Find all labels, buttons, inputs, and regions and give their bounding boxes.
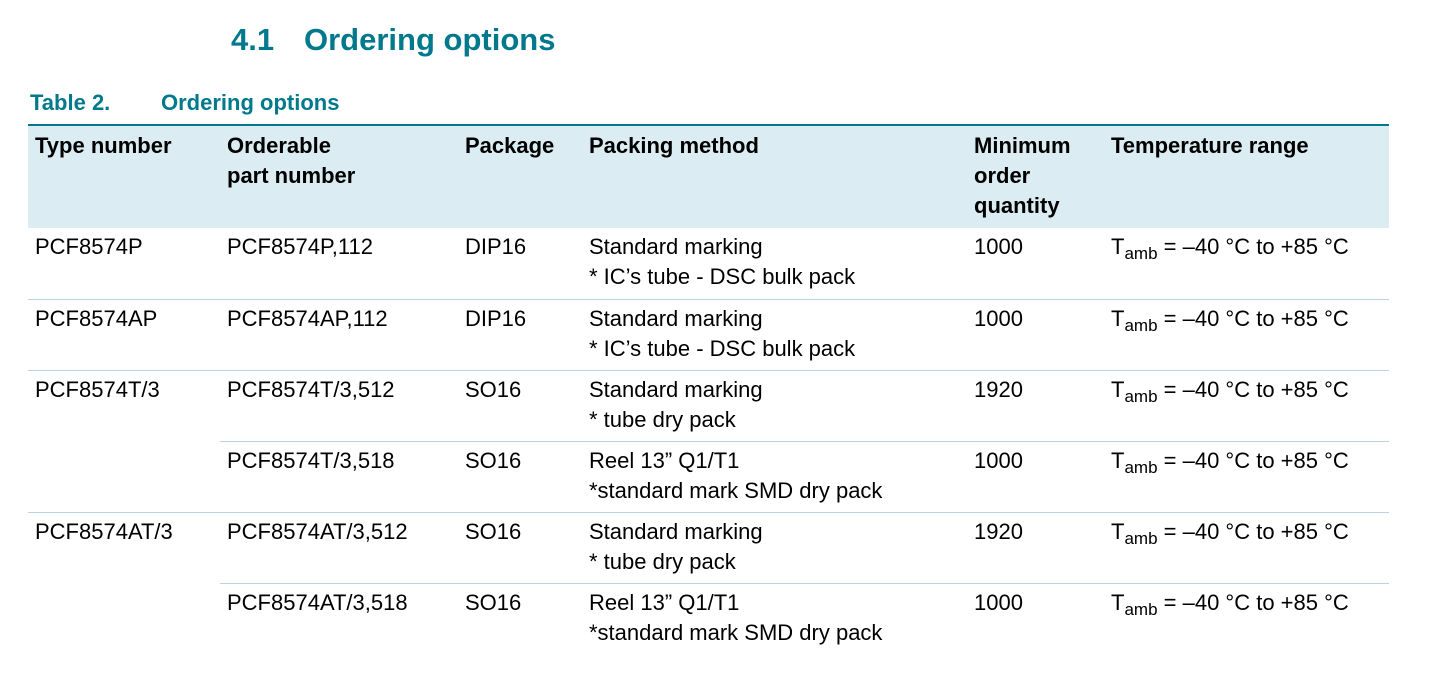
column-header-package: Package [458,124,582,228]
packing-method-cell: Standard marking * tube dry pack [582,369,967,441]
table-caption-title: Ordering options [161,90,340,115]
package-cell: SO16 [458,440,582,512]
moq-cell: 1000 [967,582,1104,654]
table-row: PCF8574T/3,518 SO16 Reel 13” Q1/T1 *stand… [28,440,1389,512]
section-title: Ordering options [304,22,556,57]
section-number: 4.1 [231,22,275,57]
moq-cell: 1000 [967,298,1104,370]
table-body: PCF8574P PCF8574P,112 DIP16 Standard mar… [28,228,1389,654]
column-header-temperature-range: Temperature range [1104,124,1389,228]
table-row: PCF8574AT/3,518 SO16 Reel 13” Q1/T1 *stan… [28,582,1389,654]
header-row: Type number Orderable part number Package… [28,124,1389,228]
ordering-options-table: Type number Orderable part number Package… [28,124,1389,654]
table-row: PCF8574AT/3 PCF8574AT/3,512 SO16 Standar… [28,511,1389,583]
package-cell: SO16 [458,582,582,654]
moq-cell: 1920 [967,511,1104,583]
temperature-range-cell: Tamb = –40 °C to +85 °C [1104,298,1389,370]
moq-cell: 1920 [967,369,1104,441]
package-cell: SO16 [458,369,582,441]
temperature-range-cell: Tamb = –40 °C to +85 °C [1111,234,1349,263]
packing-method-cell: Standard marking * IC’s tube - DSC bulk p… [582,298,967,370]
section-heading: 4.1 Ordering options [231,22,555,58]
temperature-range-cell: Tamb = –40 °C to +85 °C [1104,369,1389,441]
table-caption: Table 2. Ordering options [30,90,339,116]
package-cell: SO16 [458,511,582,583]
moq-cell: 1000 [974,234,1023,259]
table-row: PCF8574AP PCF8574AP,112 DIP16 Standard m… [28,298,1389,370]
table-header: Type number Orderable part number Package… [28,124,1389,228]
packing-method-cell: Standard marking * tube dry pack [582,511,967,583]
type-number-cell: PCF8574P [35,234,143,259]
moq-cell: 1000 [967,440,1104,512]
column-header-type-number: Type number [28,124,220,228]
part-number-cell: PCF8574AT/3,518 [220,582,458,654]
packing-method-cell: Standard marking * IC’s tube - DSC bulk p… [589,234,856,289]
table-row: PCF8574P PCF8574P,112 DIP16 Standard mar… [28,228,1389,299]
package-cell: DIP16 [458,298,582,370]
part-number-cell: PCF8574T/3,512 [220,369,458,441]
part-number-cell: PCF8574T/3,518 [220,440,458,512]
column-header-minimum-order-quantity: Minimum order quantity [967,124,1104,228]
type-number-cell: PCF8574T/3 [28,369,220,441]
temperature-range-cell: Tamb = –40 °C to +85 °C [1104,440,1389,512]
packing-method-cell: Reel 13” Q1/T1 *standard mark SMD dry pac… [582,440,967,512]
column-header-packing-method: Packing method [582,124,967,228]
table-caption-label: Table 2. [30,90,111,115]
temperature-range-cell: Tamb = –40 °C to +85 °C [1104,582,1389,654]
part-number-cell: PCF8574AT/3,512 [220,511,458,583]
type-number-cell [28,583,220,654]
table-row: PCF8574T/3 PCF8574T/3,512 SO16 Standard … [28,369,1389,441]
type-number-cell: PCF8574AP [28,298,220,370]
part-number-cell: PCF8574P,112 [227,234,373,259]
temperature-range-cell: Tamb = –40 °C to +85 °C [1104,511,1389,583]
packing-method-cell: Reel 13” Q1/T1 *standard mark SMD dry pac… [582,582,967,654]
part-number-cell: PCF8574AP,112 [220,298,458,370]
package-cell: DIP16 [465,234,527,259]
column-header-orderable-part-number: Orderable part number [220,124,458,228]
type-number-cell: PCF8574AT/3 [28,511,220,583]
type-number-cell [28,441,220,512]
